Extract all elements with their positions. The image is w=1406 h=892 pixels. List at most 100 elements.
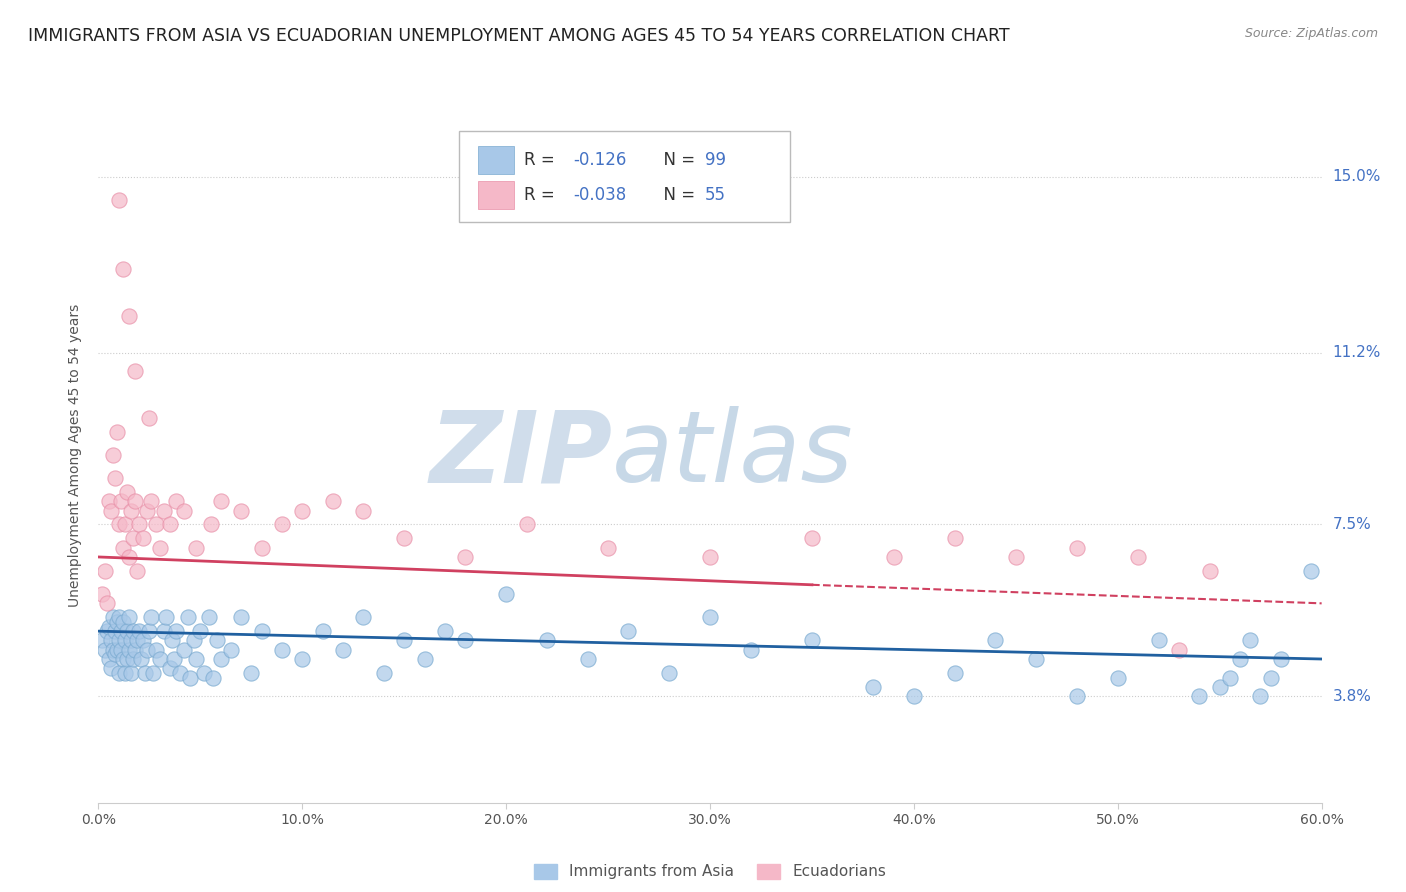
Text: Source: ZipAtlas.com: Source: ZipAtlas.com: [1244, 27, 1378, 40]
Point: [115, 624, 138, 639]
Point: [114, 517, 136, 532]
Point: [104, 624, 127, 639]
Point: [118, 309, 141, 323]
Point: [240, 665, 263, 680]
Point: [128, 624, 150, 639]
Point: [159, 661, 181, 675]
Point: [149, 541, 172, 555]
Text: atlas: atlas: [612, 407, 853, 503]
Point: [183, 633, 205, 648]
Point: [163, 652, 186, 666]
Point: [984, 633, 1007, 648]
Point: [127, 633, 149, 648]
Point: [110, 624, 132, 639]
Point: [1128, 549, 1150, 564]
Point: [141, 610, 163, 624]
Point: [801, 532, 824, 546]
Point: [291, 503, 314, 517]
Point: [186, 541, 208, 555]
Point: [173, 503, 195, 517]
Point: [392, 532, 416, 546]
Point: [1004, 549, 1026, 564]
Point: [111, 652, 134, 666]
Y-axis label: Unemployment Among Ages 45 to 54 years: Unemployment Among Ages 45 to 54 years: [69, 303, 83, 607]
Point: [373, 665, 395, 680]
Point: [516, 517, 538, 532]
Point: [115, 485, 138, 500]
Point: [93, 564, 115, 578]
Text: -0.038: -0.038: [574, 186, 626, 204]
Point: [205, 633, 228, 648]
Point: [165, 624, 187, 639]
Point: [138, 624, 160, 639]
Text: 55: 55: [706, 186, 725, 204]
Point: [200, 517, 222, 532]
Point: [454, 633, 477, 648]
Point: [1025, 652, 1047, 666]
Point: [91, 633, 114, 648]
Bar: [478, 181, 515, 209]
Point: [231, 610, 253, 624]
Point: [1229, 652, 1251, 666]
Point: [118, 642, 141, 657]
Point: [101, 448, 124, 462]
Point: [101, 642, 124, 657]
Point: [658, 665, 681, 680]
Text: ZIP: ZIP: [429, 407, 612, 503]
Point: [145, 642, 167, 657]
Text: 7.5%: 7.5%: [1333, 517, 1371, 532]
Text: -0.126: -0.126: [574, 151, 627, 169]
Point: [142, 665, 165, 680]
Point: [93, 642, 115, 657]
Text: 99: 99: [706, 151, 725, 169]
Point: [699, 549, 721, 564]
Point: [120, 665, 142, 680]
Point: [598, 541, 620, 555]
Text: 3.8%: 3.8%: [1333, 689, 1372, 704]
Point: [127, 564, 149, 578]
Point: [110, 494, 132, 508]
Bar: [478, 146, 515, 174]
Point: [322, 494, 344, 508]
Point: [108, 633, 131, 648]
Point: [903, 689, 925, 703]
Point: [134, 665, 156, 680]
Point: [699, 610, 721, 624]
Point: [1066, 541, 1088, 555]
Point: [152, 624, 174, 639]
Point: [1239, 633, 1261, 648]
Point: [193, 665, 215, 680]
Point: [136, 503, 159, 517]
Point: [114, 633, 136, 648]
Text: R =: R =: [524, 186, 560, 204]
Point: [91, 587, 114, 601]
Point: [120, 503, 142, 517]
Point: [110, 642, 132, 657]
Point: [114, 665, 136, 680]
Point: [188, 624, 212, 639]
Point: [1270, 652, 1292, 666]
Point: [108, 193, 131, 207]
Text: N =: N =: [652, 151, 700, 169]
Point: [132, 532, 155, 546]
Point: [1167, 642, 1189, 657]
FancyBboxPatch shape: [460, 131, 790, 222]
Point: [96, 624, 118, 639]
Point: [111, 615, 134, 629]
Point: [100, 633, 122, 648]
Point: [124, 494, 146, 508]
Point: [96, 596, 118, 610]
Legend: Immigrants from Asia, Ecuadorians: Immigrants from Asia, Ecuadorians: [527, 857, 893, 886]
Point: [145, 517, 167, 532]
Point: [108, 517, 131, 532]
Point: [197, 610, 219, 624]
Point: [173, 642, 195, 657]
Point: [270, 517, 294, 532]
Point: [122, 532, 145, 546]
Point: [122, 624, 145, 639]
Point: [155, 610, 177, 624]
Point: [617, 624, 640, 639]
Point: [231, 503, 253, 517]
Point: [122, 652, 145, 666]
Point: [1198, 564, 1220, 578]
